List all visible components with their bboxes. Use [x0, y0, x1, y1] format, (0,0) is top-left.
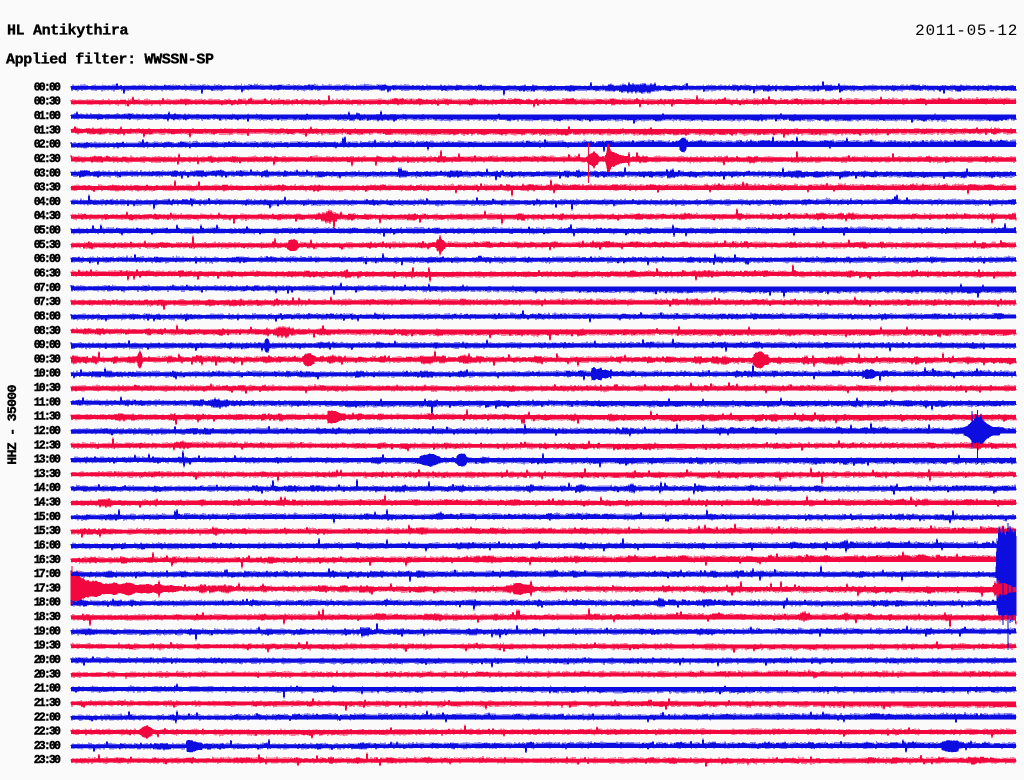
svg-text:15:00: 15:00: [34, 511, 61, 524]
svg-text:09:00: 09:00: [34, 339, 61, 352]
svg-text:20:30: 20:30: [34, 668, 61, 681]
svg-text:12:00: 12:00: [34, 425, 61, 438]
svg-text:06:30: 06:30: [34, 268, 61, 281]
svg-text:17:00: 17:00: [34, 568, 61, 581]
svg-text:14:00: 14:00: [34, 482, 61, 495]
svg-text:13:00: 13:00: [34, 454, 61, 467]
svg-text:08:00: 08:00: [34, 310, 61, 323]
svg-text:11:30: 11:30: [34, 411, 61, 424]
svg-text:HL Antikythira: HL Antikythira: [7, 22, 128, 39]
svg-text:02:30: 02:30: [34, 153, 61, 166]
svg-text:21:30: 21:30: [34, 697, 61, 710]
svg-text:04:30: 04:30: [34, 210, 61, 223]
svg-text:HHZ - 35000: HHZ - 35000: [5, 384, 20, 464]
svg-text:14:30: 14:30: [34, 497, 61, 510]
svg-text:09:30: 09:30: [34, 353, 61, 366]
svg-text:00:30: 00:30: [34, 96, 61, 109]
svg-text:04:00: 04:00: [34, 196, 61, 209]
svg-text:01:00: 01:00: [34, 110, 61, 123]
svg-text:19:30: 19:30: [34, 640, 61, 653]
svg-text:05:00: 05:00: [34, 225, 61, 238]
svg-text:18:30: 18:30: [34, 611, 61, 624]
svg-text:11:00: 11:00: [34, 396, 61, 409]
svg-text:07:30: 07:30: [34, 296, 61, 309]
svg-text:06:00: 06:00: [34, 253, 61, 266]
svg-text:07:00: 07:00: [34, 282, 61, 295]
svg-text:23:00: 23:00: [34, 740, 61, 753]
svg-text:13:30: 13:30: [34, 468, 61, 481]
svg-text:12:30: 12:30: [34, 439, 61, 452]
svg-text:22:30: 22:30: [34, 726, 61, 739]
svg-text:22:00: 22:00: [34, 711, 61, 724]
svg-text:05:30: 05:30: [34, 239, 61, 252]
svg-text:01:30: 01:30: [34, 124, 61, 137]
svg-text:23:30: 23:30: [34, 754, 61, 767]
svg-text:15:30: 15:30: [34, 525, 61, 538]
svg-text:19:00: 19:00: [34, 625, 61, 638]
svg-text:02:00: 02:00: [34, 139, 61, 152]
svg-text:08:30: 08:30: [34, 325, 61, 338]
svg-text:03:30: 03:30: [34, 182, 61, 195]
svg-text:10:30: 10:30: [34, 382, 61, 395]
svg-text:Applied filter: WWSSN-SP: Applied filter: WWSSN-SP: [6, 52, 214, 69]
svg-text:18:00: 18:00: [34, 597, 61, 610]
svg-text:03:00: 03:00: [34, 167, 61, 180]
svg-text:16:30: 16:30: [34, 554, 61, 567]
svg-text:2011-05-12: 2011-05-12: [915, 22, 1018, 40]
svg-text:20:00: 20:00: [34, 654, 61, 667]
svg-text:00:00: 00:00: [34, 81, 61, 94]
svg-text:16:00: 16:00: [34, 540, 61, 553]
svg-text:10:00: 10:00: [34, 368, 61, 381]
svg-text:21:00: 21:00: [34, 683, 61, 696]
svg-text:17:30: 17:30: [34, 582, 61, 595]
